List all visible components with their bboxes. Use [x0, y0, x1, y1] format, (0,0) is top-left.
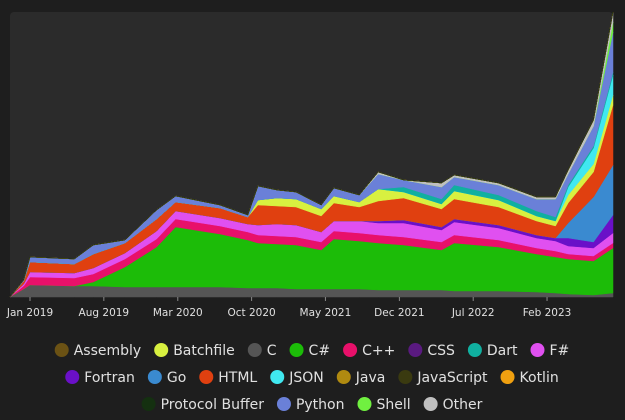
- legend-swatch: [276, 397, 291, 411]
- legend-swatch: [408, 343, 423, 357]
- legend-label: Assembly: [74, 343, 141, 359]
- legend-label: HTML: [218, 370, 257, 386]
- legend-label: Java: [355, 370, 386, 386]
- legend-swatch: [530, 343, 545, 357]
- legend-swatch: [357, 397, 372, 411]
- x-tick-label: Feb 2023: [523, 307, 572, 319]
- legend-item: Kotlin: [500, 370, 559, 386]
- legend-label: Kotlin: [520, 370, 559, 386]
- x-tick-label: Jul 2022: [451, 307, 495, 319]
- legend-item: F#: [530, 343, 569, 359]
- legend-item: CSS: [408, 343, 455, 359]
- legend-label: F#: [549, 343, 569, 359]
- x-tick-label: Mar 2020: [153, 307, 203, 319]
- legend-swatch: [467, 343, 482, 357]
- legend-label: C++: [362, 343, 395, 359]
- legend-label: Python: [296, 397, 345, 413]
- x-tick-label: Oct 2020: [227, 307, 275, 319]
- legend-label: C#: [309, 343, 331, 359]
- x-tick-label: Jan 2019: [6, 307, 53, 319]
- legend-label: JSON: [288, 370, 324, 386]
- legend-label: Fortran: [84, 370, 135, 386]
- legend-item: C++: [343, 343, 395, 359]
- legend-label: JavaScript: [416, 370, 488, 386]
- legend-swatch: [199, 370, 214, 384]
- legend-label: Shell: [376, 397, 410, 413]
- legend-swatch: [398, 370, 413, 384]
- legend-item: HTML: [199, 370, 257, 386]
- legend-item: Assembly: [54, 343, 141, 359]
- legend-label: C: [267, 343, 277, 359]
- legend-label: Protocol Buffer: [161, 397, 265, 413]
- legend-item: Fortran: [65, 370, 135, 386]
- legend-label: Go: [167, 370, 186, 386]
- legend-item: Protocol Buffer: [141, 397, 265, 413]
- legend-item: JSON: [270, 370, 324, 386]
- legend-swatch: [147, 370, 162, 384]
- legend-label: Other: [443, 397, 483, 413]
- legend-item: Batchfile: [154, 343, 235, 359]
- x-tick-label: Dec 2021: [374, 307, 424, 319]
- legend-label: Batchfile: [173, 343, 235, 359]
- legend-item: C: [247, 343, 277, 359]
- legend-item: Shell: [357, 397, 411, 413]
- legend-swatch: [141, 397, 156, 411]
- legend-swatch: [65, 370, 80, 384]
- legend-swatch: [423, 397, 438, 411]
- legend-swatch: [270, 370, 285, 384]
- legend-item: Dart: [467, 343, 518, 359]
- legend-swatch: [289, 343, 304, 357]
- legend-swatch: [247, 343, 262, 357]
- legend-swatch: [336, 370, 351, 384]
- legend-item: Python: [276, 397, 345, 413]
- legend-label: CSS: [427, 343, 455, 359]
- legend-item: Go: [147, 370, 186, 386]
- legend-swatch: [500, 370, 515, 384]
- legend-item: JavaScript: [398, 370, 488, 386]
- legend-swatch: [154, 343, 169, 357]
- x-tick-label: Aug 2019: [79, 307, 130, 319]
- legend-item: C#: [289, 343, 331, 359]
- legend-item: Other: [423, 397, 483, 413]
- legend-swatch: [54, 343, 69, 357]
- legend-label: Dart: [487, 343, 518, 359]
- legend-swatch: [343, 343, 358, 357]
- area: [9, 11, 614, 298]
- legend-item: Java: [336, 370, 386, 386]
- x-tick-label: May 2021: [300, 307, 352, 319]
